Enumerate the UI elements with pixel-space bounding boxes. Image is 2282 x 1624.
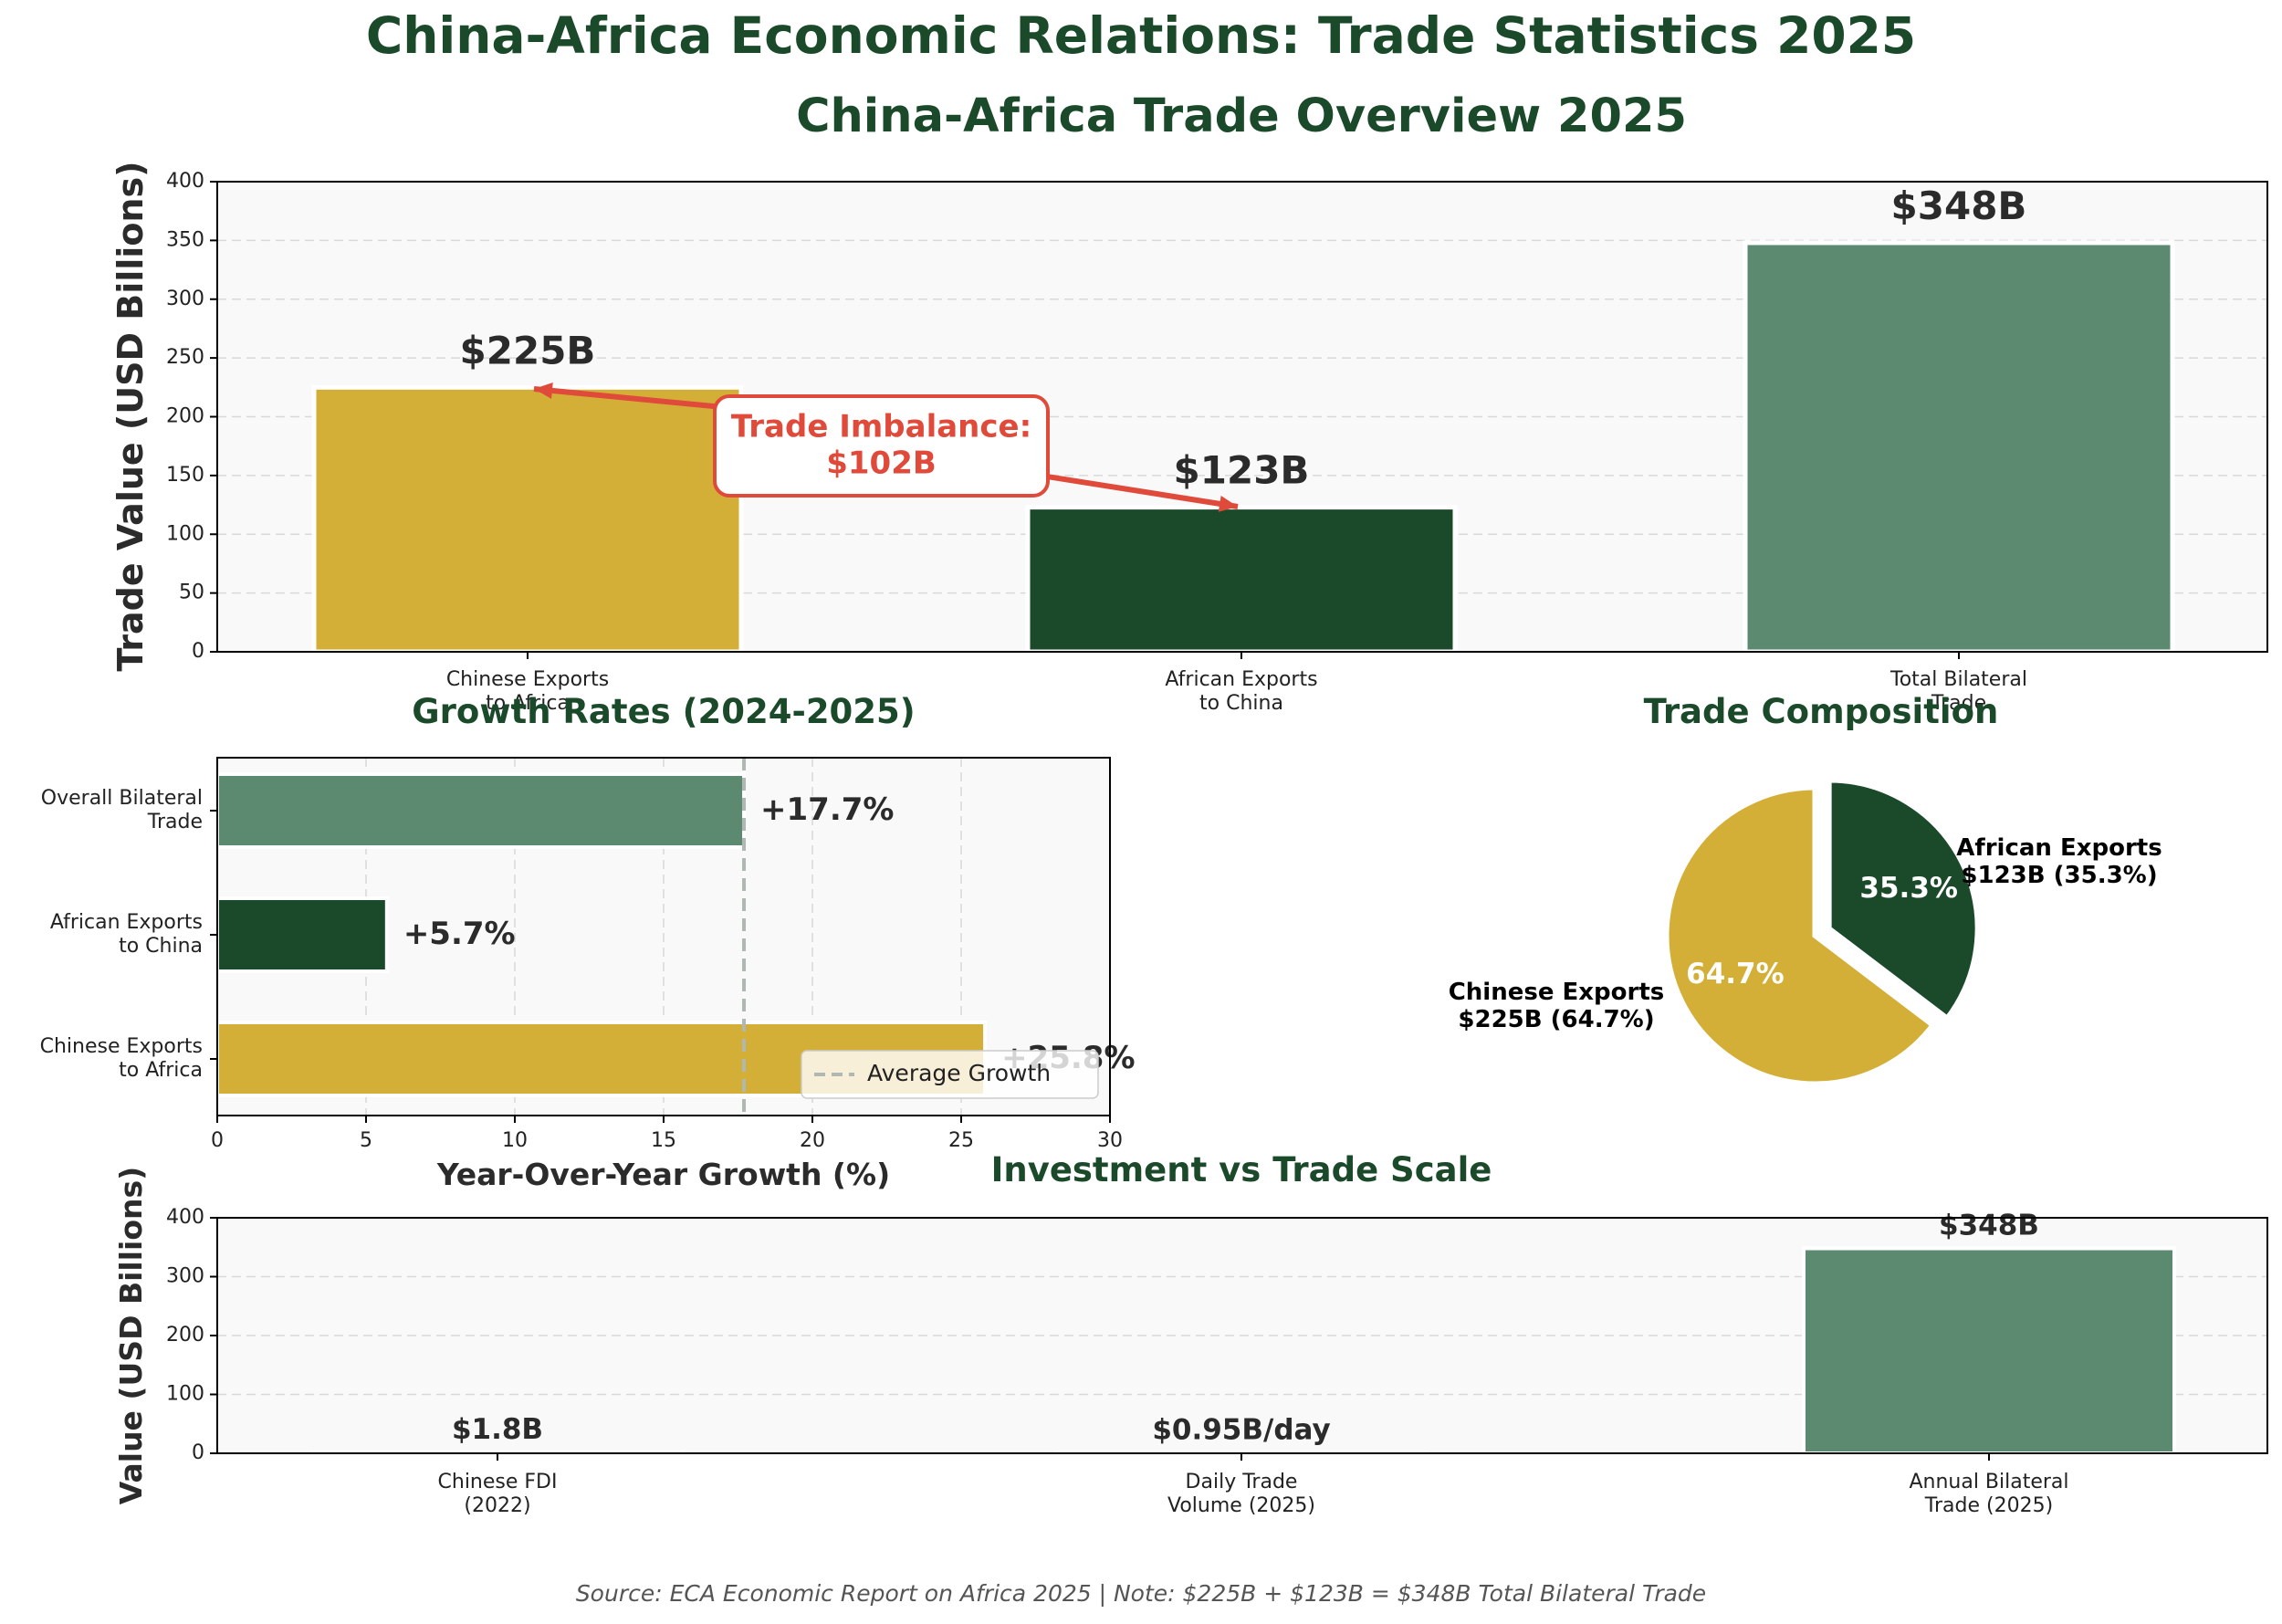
- bar: [311, 384, 744, 655]
- pie-pct-label: 35.3%: [1859, 871, 1958, 904]
- pie-slice-label: Chinese Exports $225B (64.7%): [1449, 978, 1665, 1032]
- y-tick-label: 0: [192, 640, 204, 663]
- x-tick-label: 10: [502, 1129, 528, 1152]
- annotation-box: [713, 394, 1050, 498]
- y-tick-label: 100: [166, 1383, 204, 1406]
- y-tick-label: 150: [166, 464, 204, 487]
- bar-value-label: $123B: [1174, 447, 1310, 492]
- y-tick-label: 400: [166, 170, 204, 193]
- annotation-arrowhead: [534, 382, 553, 399]
- x-tick-label: 0: [211, 1129, 224, 1152]
- y-tick-label: 0: [192, 1441, 204, 1464]
- bar: [215, 896, 389, 973]
- y-tick-label: 200: [166, 405, 204, 428]
- panel-1-title: China-Africa Trade Overview 2025: [796, 89, 1687, 143]
- y-tick-label: African Exports to China: [50, 911, 203, 958]
- bar: [1025, 505, 1458, 655]
- bar-value-label: $0.95B/day: [1152, 1413, 1330, 1446]
- panel-3-title: Trade Composition: [1644, 692, 1999, 731]
- x-tick-label: Chinese Exports to Africa: [446, 668, 609, 715]
- panel-2-title: Growth Rates (2024-2025): [412, 692, 915, 731]
- y-tick-label: 50: [179, 581, 204, 604]
- bar: [215, 772, 747, 849]
- x-tick-label: 5: [360, 1129, 372, 1152]
- x-tick-label: Chinese FDI (2022): [438, 1471, 558, 1517]
- x-tick-label: Daily Trade Volume (2025): [1167, 1471, 1315, 1517]
- x-tick-label: 30: [1097, 1129, 1123, 1152]
- bar-value-label: $348B: [1891, 183, 2027, 227]
- y-tick-label: 300: [166, 1265, 204, 1288]
- x-tick-label: 25: [948, 1129, 974, 1152]
- bar-value-label: +17.7%: [760, 791, 894, 828]
- y-tick-label: 400: [166, 1206, 204, 1229]
- bar-value-label: $1.8B: [452, 1412, 543, 1445]
- bar-value-label: $348B: [1939, 1209, 2039, 1242]
- panel-2-xlabel: Year-Over-Year Growth (%): [436, 1157, 890, 1192]
- pie-pct-label: 64.7%: [1686, 958, 1785, 990]
- annotation-arrow: [1029, 471, 1239, 509]
- figure-footer: Source: ECA Economic Report on Africa 20…: [576, 1580, 1706, 1607]
- y-tick-label: Chinese Exports to Africa: [40, 1035, 203, 1082]
- x-tick-label: Annual Bilateral Trade (2025): [1909, 1471, 2068, 1517]
- x-tick-label: 15: [651, 1129, 676, 1152]
- pie-slice: [1664, 785, 1936, 1086]
- panel-4-title: Investment vs Trade Scale: [991, 1150, 1492, 1189]
- figure-suptitle: China-Africa Economic Relations: Trade S…: [366, 6, 1916, 65]
- y-tick-label: 350: [166, 228, 204, 251]
- y-tick-label: 100: [166, 522, 204, 545]
- panel-4-ylabel: Value (USD Billions): [113, 1167, 149, 1505]
- pie-slice-label: African Exports $123B (35.3%): [1956, 833, 2162, 888]
- y-tick-label: 200: [166, 1324, 204, 1346]
- x-tick-label: Total Bilateral Trade: [1889, 668, 2027, 715]
- bar-value-label: $225B: [460, 328, 596, 372]
- legend-box: [801, 1050, 1099, 1099]
- panel-1-ylabel: Trade Value (USD Billions): [110, 162, 151, 672]
- annotation-text: Trade Imbalance: $102B: [731, 408, 1031, 481]
- x-tick-label: 20: [800, 1129, 825, 1152]
- y-tick-label: Overall Bilateral Trade: [41, 787, 203, 833]
- bar-value-label: +5.7%: [403, 916, 516, 952]
- bar: [1802, 1246, 2176, 1456]
- x-tick-label: African Exports to China: [1165, 668, 1317, 715]
- pie-slice: [1827, 778, 1980, 1022]
- bar: [1743, 240, 2175, 655]
- y-tick-label: 250: [166, 346, 204, 369]
- annotation-arrowhead: [1218, 495, 1238, 512]
- y-tick-label: 300: [166, 288, 204, 310]
- legend-label: Average Growth: [867, 1060, 1051, 1086]
